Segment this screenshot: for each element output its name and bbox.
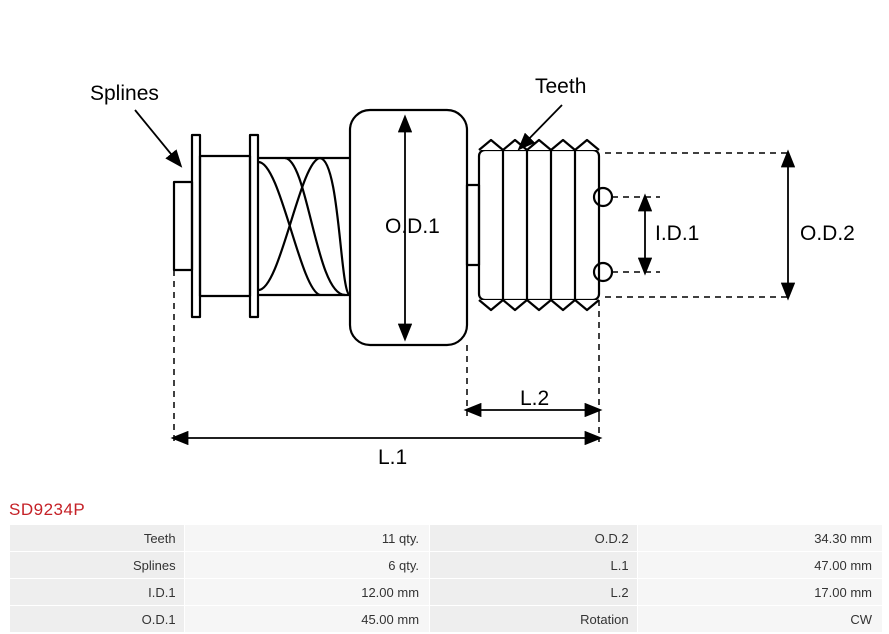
spec-label: I.D.1	[10, 579, 184, 605]
spec-value: 12.00 mm	[185, 579, 429, 605]
table-row: Teeth11 qty.O.D.234.30 mm	[10, 525, 882, 551]
label-id1: I.D.1	[655, 222, 699, 245]
spec-value: 34.30 mm	[638, 525, 882, 551]
spec-value: 11 qty.	[185, 525, 429, 551]
label-od2: O.D.2	[800, 222, 855, 245]
spec-value: 6 qty.	[185, 552, 429, 578]
spec-table-body: Teeth11 qty.O.D.234.30 mmSplines6 qty.L.…	[10, 525, 882, 632]
label-teeth: Teeth	[535, 75, 586, 98]
label-splines: Splines	[90, 82, 159, 105]
label-l1: L.1	[378, 446, 407, 469]
spec-label: O.D.1	[10, 606, 184, 632]
table-row: O.D.145.00 mmRotationCW	[10, 606, 882, 632]
spec-label: L.2	[430, 579, 637, 605]
label-od1: O.D.1	[385, 215, 440, 238]
spec-value: 17.00 mm	[638, 579, 882, 605]
spec-value: 45.00 mm	[185, 606, 429, 632]
spec-value: 47.00 mm	[638, 552, 882, 578]
label-l2: L.2	[520, 387, 549, 410]
technical-diagram: Splines Teeth O.D.1 I.D.1 O.D.2 L.2 L.1	[0, 0, 889, 490]
table-row: Splines6 qty.L.147.00 mm	[10, 552, 882, 578]
table-row: I.D.112.00 mmL.217.00 mm	[10, 579, 882, 605]
spec-label: Teeth	[10, 525, 184, 551]
spec-label: Splines	[10, 552, 184, 578]
spec-label: L.1	[430, 552, 637, 578]
spec-value: CW	[638, 606, 882, 632]
spec-table: Teeth11 qty.O.D.234.30 mmSplines6 qty.L.…	[9, 524, 883, 633]
spec-label: O.D.2	[430, 525, 637, 551]
part-code: SD9234P	[9, 500, 85, 520]
spec-label: Rotation	[430, 606, 637, 632]
